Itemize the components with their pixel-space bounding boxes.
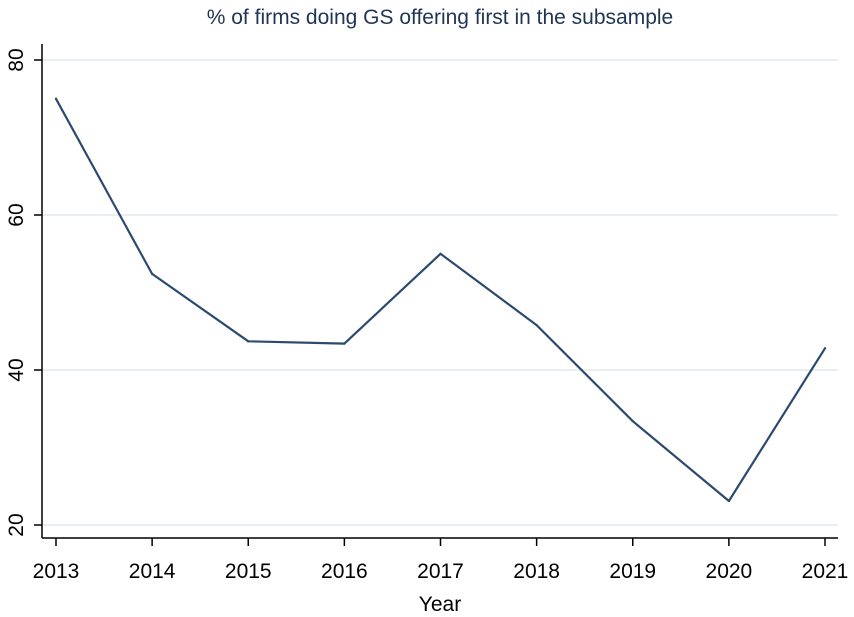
data-point-2021	[823, 347, 827, 350]
gridlines	[42, 59, 838, 526]
y-tick-label-20: 20	[5, 513, 28, 536]
data-point-2013	[54, 97, 58, 100]
x-axis-title: Year	[419, 593, 461, 616]
x-tick-label-2018: 2018	[513, 560, 560, 583]
series-layer	[54, 97, 827, 503]
x-tick-label-2019: 2019	[609, 560, 656, 583]
data-point-2014	[151, 272, 154, 275]
x-tick-label-2016: 2016	[321, 560, 368, 583]
chart-title: % of firms doing GS offering first in th…	[207, 6, 674, 29]
tick-labels: 20 40 60 80 2013 2014 2015 2016 2017 2018 2019 2020…	[5, 48, 848, 583]
data-point-2017	[439, 252, 442, 255]
series-line-0	[54, 97, 827, 503]
data-point-2018	[535, 323, 538, 327]
x-tick-label-2020: 2020	[706, 560, 753, 583]
y-tick-label-80: 80	[5, 48, 28, 71]
data-point-2019	[631, 420, 634, 423]
x-tick-label-2013: 2013	[33, 560, 80, 583]
data-point-2015	[247, 340, 250, 343]
axes	[34, 44, 838, 546]
x-tick-label-2014: 2014	[129, 560, 176, 583]
x-tick-label-2017: 2017	[417, 560, 464, 583]
data-point-2020	[727, 499, 730, 503]
y-tick-label-60: 60	[5, 203, 28, 226]
data-point-2016	[343, 342, 346, 345]
x-tick-label-2015: 2015	[225, 560, 272, 583]
x-tick-label-2021: 2021	[802, 560, 849, 583]
y-tick-label-40: 40	[5, 358, 28, 381]
